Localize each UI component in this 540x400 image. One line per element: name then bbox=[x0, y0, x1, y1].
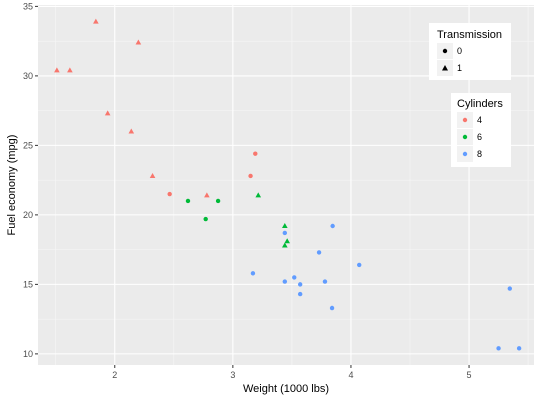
data-point-circle-cyl-8 bbox=[516, 346, 522, 351]
data-point-triangle-cyl-6 bbox=[282, 242, 288, 248]
data-point-triangle-cyl-4 bbox=[67, 67, 73, 73]
legend-cylinders-label-6: 6 bbox=[477, 132, 482, 142]
legend-transmission: Transmission 0 1 bbox=[429, 23, 511, 80]
legend-color-6-marker bbox=[462, 134, 468, 140]
data-point-triangle-cyl-4 bbox=[93, 18, 99, 24]
y-tick-label: 25 bbox=[23, 140, 33, 150]
data-point-circle-cyl-8 bbox=[297, 291, 303, 297]
data-point-triangle-cyl-6 bbox=[284, 238, 290, 244]
data-point-circle-cyl-8 bbox=[330, 223, 335, 229]
data-point-triangle-cyl-4 bbox=[204, 192, 210, 198]
data-point-circle-cyl-6 bbox=[215, 198, 221, 204]
data-point-triangle-cyl-6 bbox=[255, 192, 262, 198]
data-point-circle-cyl-6 bbox=[203, 216, 208, 222]
legend-transmission-title: Transmission bbox=[437, 29, 502, 41]
data-point-circle-cyl-8 bbox=[250, 271, 256, 276]
y-tick-label: 15 bbox=[23, 279, 33, 289]
legend-cylinders: Cylinders 4 6 8 bbox=[451, 93, 511, 167]
data-point-circle-cyl-4 bbox=[167, 191, 172, 197]
data-point-circle-cyl-6 bbox=[185, 198, 191, 204]
x-tick-label: 4 bbox=[348, 370, 353, 380]
data-point-circle-cyl-8 bbox=[297, 282, 303, 287]
legend-cylinders-title: Cylinders bbox=[457, 98, 503, 110]
data-point-circle-cyl-8 bbox=[316, 250, 322, 255]
data-point-circle-cyl-8 bbox=[322, 279, 328, 284]
data-point-triangle-cyl-6 bbox=[282, 223, 288, 229]
data-point-triangle-cyl-4 bbox=[54, 67, 60, 73]
legend-color-8-marker bbox=[462, 151, 468, 157]
x-axis-ticks: 2 3 4 5 bbox=[112, 365, 472, 380]
y-tick-label: 20 bbox=[23, 210, 33, 220]
legend-transmission-label-1: 1 bbox=[457, 63, 462, 73]
legend-cylinders-label-4: 4 bbox=[477, 115, 482, 125]
data-point-circle-cyl-8 bbox=[282, 230, 288, 236]
data-point-circle-cyl-8 bbox=[357, 262, 362, 268]
data-point-circle-cyl-4 bbox=[253, 151, 258, 156]
x-tick-label: 2 bbox=[112, 370, 117, 380]
x-tick-label: 5 bbox=[467, 370, 472, 380]
y-axis-ticks: 10 15 20 25 30 35 bbox=[23, 1, 38, 359]
legend-color-4-marker bbox=[462, 117, 468, 123]
y-tick-label: 35 bbox=[23, 1, 33, 11]
data-point-circle-cyl-8 bbox=[282, 279, 288, 284]
data-point-circle-cyl-8 bbox=[496, 346, 501, 351]
data-point-circle-cyl-8 bbox=[292, 275, 297, 280]
data-point-triangle-cyl-4 bbox=[128, 128, 135, 134]
x-tick-label: 3 bbox=[230, 370, 235, 380]
legend-triangle-marker bbox=[442, 65, 448, 71]
legend-cylinders-label-8: 8 bbox=[477, 149, 482, 159]
data-point-circle-cyl-4 bbox=[248, 173, 253, 179]
y-tick-label: 10 bbox=[23, 349, 33, 359]
y-axis-title: Fuel economy (mpg) bbox=[6, 135, 18, 236]
x-axis-title: Weight (1000 lbs) bbox=[243, 383, 329, 395]
legend-circle-marker bbox=[442, 48, 448, 54]
data-point-triangle-cyl-4 bbox=[104, 110, 111, 116]
legend-transmission-label-0: 0 bbox=[457, 46, 462, 56]
data-point-triangle-cyl-4 bbox=[135, 39, 142, 45]
data-points bbox=[54, 18, 522, 351]
y-tick-label: 30 bbox=[23, 71, 33, 81]
data-point-circle-cyl-8 bbox=[507, 286, 512, 291]
data-point-triangle-cyl-4 bbox=[149, 172, 156, 178]
data-point-circle-cyl-8 bbox=[329, 305, 335, 311]
